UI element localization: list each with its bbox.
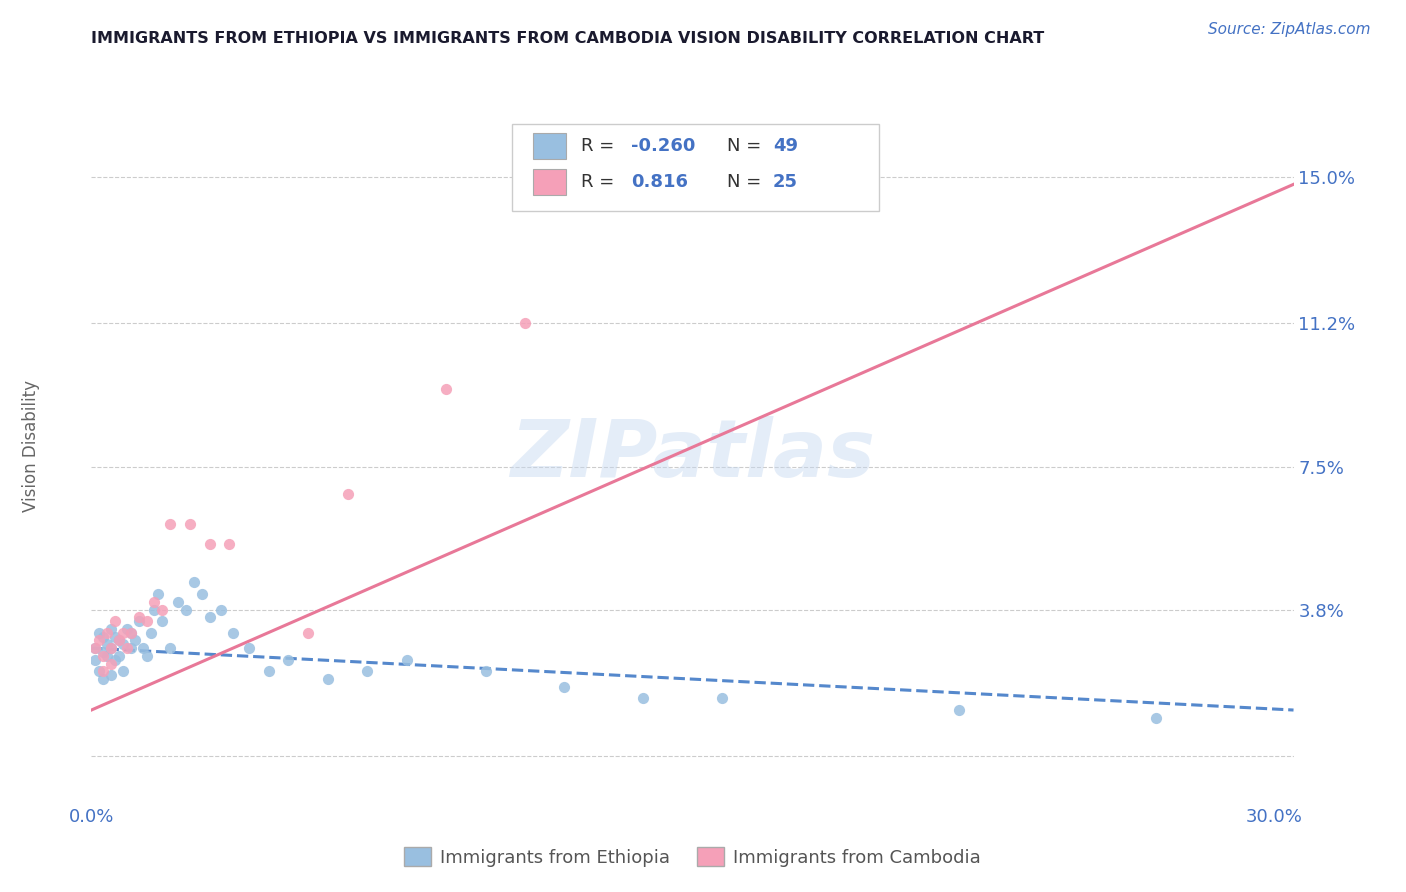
Point (108, 633, 131, 648)
Point (124, 633, 146, 648)
Point (104, 630, 127, 644)
Text: R =: R = (581, 173, 620, 191)
Point (150, 602, 173, 616)
Point (91, 665, 114, 679)
Point (948, 703, 970, 717)
Point (120, 625, 142, 640)
Point (120, 625, 142, 640)
Point (96, 625, 118, 640)
Point (179, 517, 201, 532)
Point (104, 653, 127, 667)
Point (135, 648, 157, 663)
Text: -0.260: -0.260 (631, 137, 696, 155)
Point (167, 595, 190, 609)
Point (434, 382, 457, 396)
Point (108, 633, 131, 648)
Point (143, 602, 166, 616)
Text: 49: 49 (773, 137, 799, 155)
Point (108, 648, 131, 663)
FancyBboxPatch shape (533, 169, 567, 195)
Text: IMMIGRANTS FROM ETHIOPIA VS IMMIGRANTS FROM CAMBODIA VISION DISABILITY CORRELATI: IMMIGRANTS FROM ETHIOPIA VS IMMIGRANTS F… (91, 31, 1045, 46)
Point (84, 641, 107, 656)
Point (111, 637, 134, 651)
Point (91, 672, 114, 686)
Legend: Immigrants from Ethiopia, Immigrants from Cambodia: Immigrants from Ethiopia, Immigrants fro… (396, 840, 988, 874)
Point (96, 637, 118, 651)
Text: R =: R = (581, 137, 620, 155)
Point (111, 665, 134, 679)
Point (115, 641, 138, 656)
Point (198, 537, 221, 551)
Point (100, 657, 122, 671)
Point (159, 517, 181, 532)
Point (174, 602, 197, 616)
Text: 0.816: 0.816 (631, 173, 688, 191)
Text: N =: N = (727, 173, 768, 191)
Point (84, 653, 107, 667)
Point (238, 641, 260, 656)
Point (592, 189, 614, 203)
Point (104, 614, 127, 628)
Point (277, 653, 299, 667)
Point (395, 653, 418, 667)
Point (150, 614, 173, 628)
Point (297, 625, 319, 640)
Point (100, 641, 122, 656)
Text: Vision Disability: Vision Disability (22, 380, 39, 512)
Point (190, 587, 212, 601)
Point (222, 625, 245, 640)
Point (91, 645, 114, 659)
Point (218, 537, 240, 551)
FancyBboxPatch shape (512, 124, 879, 211)
Point (316, 672, 339, 686)
Point (91, 630, 114, 644)
Point (211, 602, 233, 616)
Point (96, 648, 118, 663)
Point (356, 665, 378, 679)
Point (100, 668, 122, 682)
Point (139, 625, 162, 640)
Text: Source: ZipAtlas.com: Source: ZipAtlas.com (1208, 22, 1371, 37)
Text: ZIPatlas: ZIPatlas (510, 416, 875, 494)
Point (128, 614, 150, 628)
Point (143, 595, 166, 609)
Point (84, 641, 107, 656)
Point (89, 625, 111, 640)
Point (131, 641, 153, 656)
Point (135, 614, 157, 628)
Text: 25: 25 (773, 173, 799, 191)
Point (711, 691, 734, 706)
Point (1144, 711, 1167, 725)
Point (100, 641, 122, 656)
Text: N =: N = (727, 137, 768, 155)
Point (100, 622, 122, 636)
Point (89, 633, 111, 648)
Point (553, 680, 575, 694)
Point (115, 622, 138, 636)
Point (89, 665, 111, 679)
Point (513, 317, 536, 331)
Point (128, 610, 150, 624)
Point (111, 625, 134, 640)
Point (198, 610, 221, 624)
FancyBboxPatch shape (533, 133, 567, 159)
Point (257, 665, 280, 679)
Point (148, 587, 170, 601)
Point (631, 691, 654, 706)
Point (120, 641, 142, 656)
Point (336, 486, 359, 500)
Point (474, 665, 496, 679)
Point (159, 641, 181, 656)
Point (91, 648, 114, 663)
Point (183, 575, 205, 590)
